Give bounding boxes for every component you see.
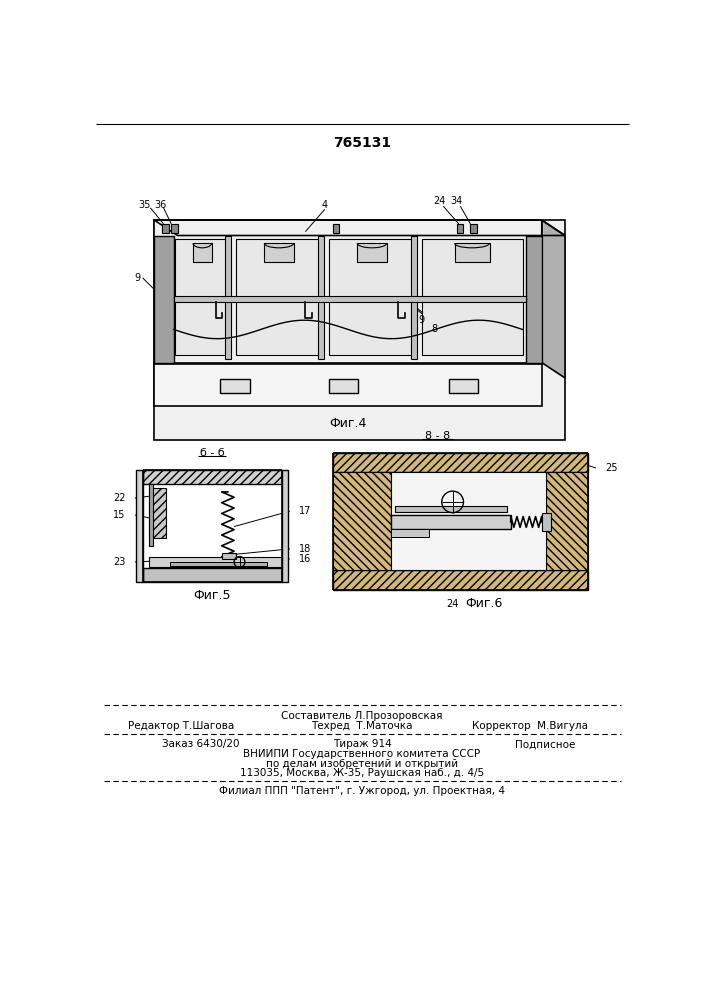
Bar (455, 243, 490, 262)
Bar (175, 239, 230, 355)
Text: Корректор  М.Вигула: Корректор М.Вигула (472, 721, 588, 731)
Bar (225, 235, 231, 359)
Bar (421, 239, 523, 355)
Bar (154, 364, 542, 406)
Text: Фиг.4: Фиг.4 (329, 417, 367, 430)
Bar (143, 568, 282, 582)
Bar (235, 239, 322, 355)
Text: 36: 36 (154, 200, 167, 210)
Bar (220, 379, 250, 393)
Bar (193, 243, 211, 262)
Bar (149, 488, 166, 538)
Bar (171, 224, 178, 233)
Bar (332, 453, 588, 472)
Bar (329, 379, 358, 393)
Bar (391, 515, 510, 529)
Bar (391, 472, 546, 570)
Text: Фиг.6: Фиг.6 (465, 597, 502, 610)
Polygon shape (542, 220, 565, 378)
Bar (317, 235, 324, 359)
Text: 9: 9 (134, 273, 140, 283)
Bar (332, 472, 391, 570)
Text: Редактор Т.Шагова: Редактор Т.Шагова (128, 721, 235, 731)
Text: 15: 15 (113, 510, 126, 520)
Text: 17: 17 (299, 506, 312, 516)
Polygon shape (154, 220, 565, 235)
Bar (357, 243, 387, 262)
Polygon shape (154, 220, 542, 363)
Text: 765131: 765131 (333, 136, 391, 150)
Bar (174, 296, 526, 302)
Text: 18: 18 (299, 544, 311, 554)
Bar (149, 484, 153, 546)
Bar (470, 224, 477, 233)
Text: 16: 16 (299, 554, 311, 564)
Bar (411, 235, 417, 359)
Text: Филиал ППП "Патент", г. Ужгород, ул. Проектная, 4: Филиал ППП "Патент", г. Ужгород, ул. Про… (219, 786, 505, 796)
Text: Фиг.5: Фиг.5 (194, 589, 231, 602)
Bar (395, 506, 507, 512)
Bar (329, 239, 416, 355)
Text: 24: 24 (433, 196, 445, 206)
Text: 34: 34 (450, 196, 462, 206)
Text: 9: 9 (419, 315, 425, 325)
Bar (542, 513, 551, 531)
Bar (162, 224, 169, 233)
Text: Подписное: Подписное (515, 739, 575, 749)
Bar (449, 379, 478, 393)
Bar (149, 557, 282, 567)
Bar (526, 235, 542, 363)
Bar (154, 220, 565, 440)
Text: 8: 8 (432, 324, 438, 334)
Text: 22: 22 (113, 493, 126, 503)
Bar (332, 570, 588, 590)
Text: по делам изобретений и открытий: по делам изобретений и открытий (266, 759, 458, 769)
Text: Техред  Т.Маточка: Техред Т.Маточка (311, 721, 413, 731)
Text: Тираж 914: Тираж 914 (332, 739, 392, 749)
Bar (282, 470, 288, 582)
Bar (332, 224, 339, 233)
Text: 23: 23 (113, 557, 126, 567)
Bar (143, 470, 282, 484)
Text: 24: 24 (446, 599, 459, 609)
Bar (264, 243, 293, 262)
Text: 25: 25 (605, 463, 618, 473)
Bar (546, 472, 588, 570)
Bar (170, 562, 267, 566)
Text: 4: 4 (322, 200, 328, 210)
Bar (457, 224, 464, 233)
Bar (222, 553, 235, 559)
Text: Заказ 6430/20: Заказ 6430/20 (162, 739, 240, 749)
Text: 113035, Москва, Ж-35, Раушская наб., д. 4/5: 113035, Москва, Ж-35, Раушская наб., д. … (240, 768, 484, 778)
Text: ВНИИПИ Государственного комитета СССР: ВНИИПИ Государственного комитета СССР (243, 749, 481, 759)
Bar (136, 470, 143, 582)
Text: 35: 35 (139, 200, 151, 210)
Bar (391, 529, 429, 537)
Bar (154, 235, 174, 363)
Text: Составитель Л.Прозоровская: Составитель Л.Прозоровская (281, 711, 443, 721)
Text: б - б: б - б (200, 448, 225, 458)
Text: 8 - 8: 8 - 8 (424, 431, 450, 441)
